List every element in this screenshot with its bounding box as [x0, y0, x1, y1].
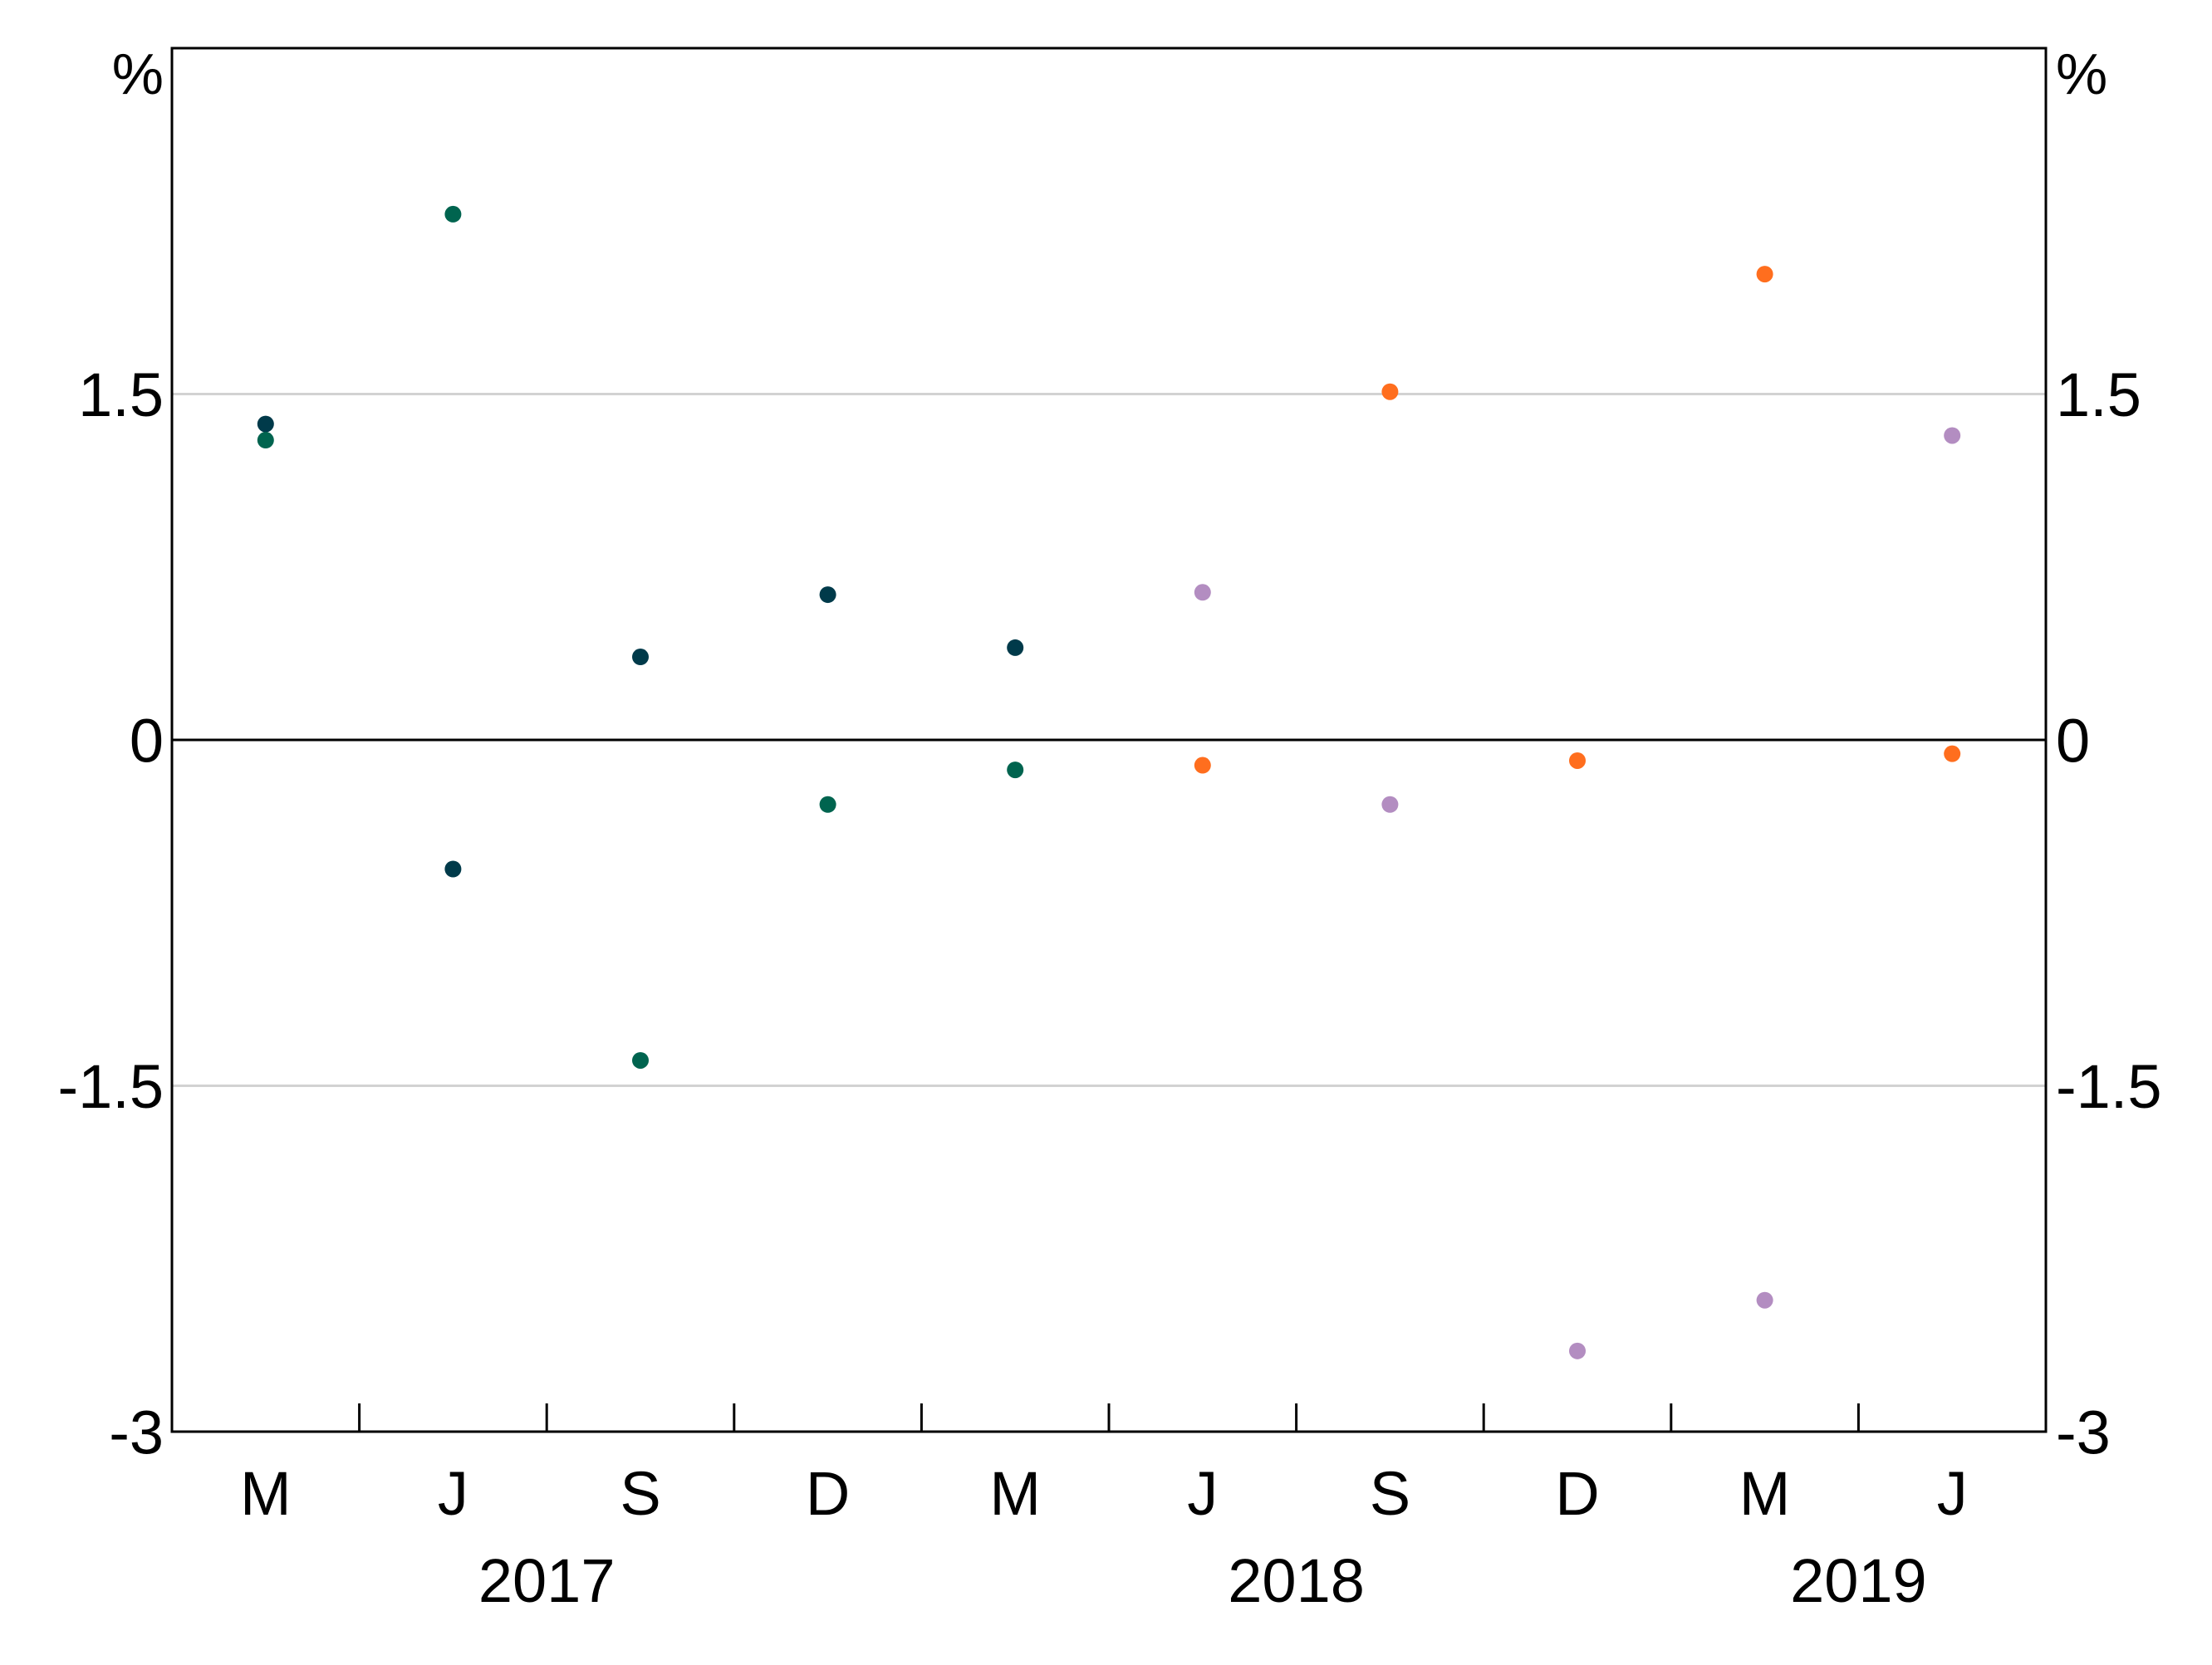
year-label: 2017	[478, 1546, 616, 1615]
year-label: 2018	[1228, 1546, 1365, 1615]
y-tick-label-right: 1.5	[2056, 360, 2141, 429]
data-point-series-3	[1569, 1342, 1586, 1359]
gridlines	[172, 393, 2046, 1087]
data-point-series-2	[1756, 266, 1773, 283]
data-point-series-3	[1381, 796, 1399, 813]
data-point-series-3	[1756, 1291, 1773, 1309]
data-point-series-0	[819, 586, 836, 604]
data-point-series-3	[1944, 427, 1961, 444]
x-tick-label: S	[1370, 1459, 1410, 1528]
x-tick-label: J	[1937, 1459, 1968, 1528]
x-tick-label: D	[806, 1459, 850, 1528]
y-unit-right: %	[2056, 42, 2107, 106]
x-tick-label: M	[1739, 1459, 1791, 1528]
data-point-series-1	[1007, 761, 1024, 779]
y-tick-label-left: -3	[109, 1398, 164, 1467]
x-tick-label: M	[240, 1459, 292, 1528]
data-point-series-1	[257, 432, 274, 449]
data-point-series-0	[632, 649, 649, 666]
tick-marks	[358, 1403, 1860, 1432]
x-tick-label: J	[438, 1459, 468, 1528]
x-tick-label: S	[620, 1459, 660, 1528]
y-tick-label-left: -1.5	[57, 1052, 164, 1121]
y-tick-label-left: 0	[130, 707, 164, 776]
x-tick-label: M	[989, 1459, 1041, 1528]
data-point-series-1	[819, 796, 836, 813]
data-point-series-2	[1944, 745, 1961, 762]
y-unit-left: %	[112, 42, 164, 106]
y-tick-label-left: 1.5	[78, 360, 164, 429]
data-point-series-2	[1194, 757, 1211, 774]
data-point-series-1	[632, 1051, 649, 1069]
data-point-series-1	[444, 205, 462, 223]
y-tick-label-right: -1.5	[2056, 1052, 2162, 1121]
axes	[170, 47, 2048, 1433]
data-point-series-0	[257, 415, 274, 433]
year-label: 2019	[1790, 1546, 1927, 1615]
data-points	[257, 205, 1961, 1359]
x-tick-label: J	[1187, 1459, 1218, 1528]
data-point-series-3	[1194, 584, 1211, 601]
x-tick-label: D	[1555, 1459, 1599, 1528]
data-point-series-2	[1381, 383, 1399, 400]
y-tick-label-right: 0	[2056, 707, 2090, 776]
data-point-series-0	[444, 860, 462, 878]
data-point-series-0	[1007, 639, 1024, 656]
y-tick-label-right: -3	[2056, 1398, 2111, 1467]
data-point-series-2	[1569, 752, 1586, 769]
